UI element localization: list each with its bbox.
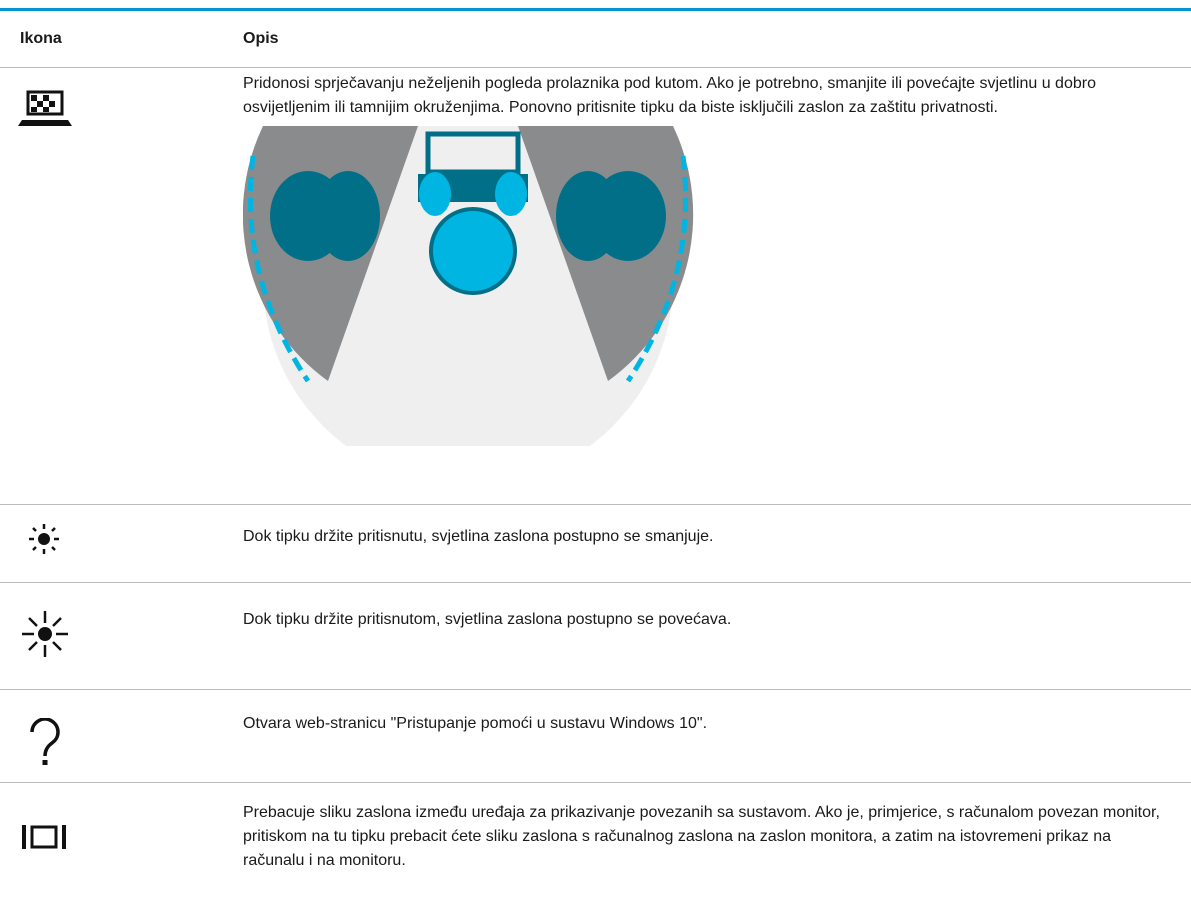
description: Pridonosi sprječavanju neželjenih pogled… <box>243 75 1096 116</box>
display-switch-icon <box>22 825 66 849</box>
description: Dok tipku držite pritisnutom, svjetlina … <box>243 611 732 628</box>
brightness-up-icon <box>22 611 68 657</box>
description: Prebacuje sliku zaslona između uređaja z… <box>243 804 1160 869</box>
column-header: Opis <box>243 30 279 47</box>
description: Otvara web-stranicu "Pristupanje pomoći … <box>243 715 708 732</box>
top-rule <box>0 8 1191 11</box>
privacy-icon <box>18 90 72 126</box>
privacy-illustration <box>243 126 694 446</box>
help-icon <box>30 717 60 765</box>
column-header: Ikona <box>20 30 62 47</box>
brightness-down-icon <box>29 524 59 554</box>
description: Dok tipku držite pritisnutu, svjetlina z… <box>243 528 714 545</box>
key-table: Ikona Opis Pridonosi sprječavanju neželj… <box>0 11 1191 893</box>
